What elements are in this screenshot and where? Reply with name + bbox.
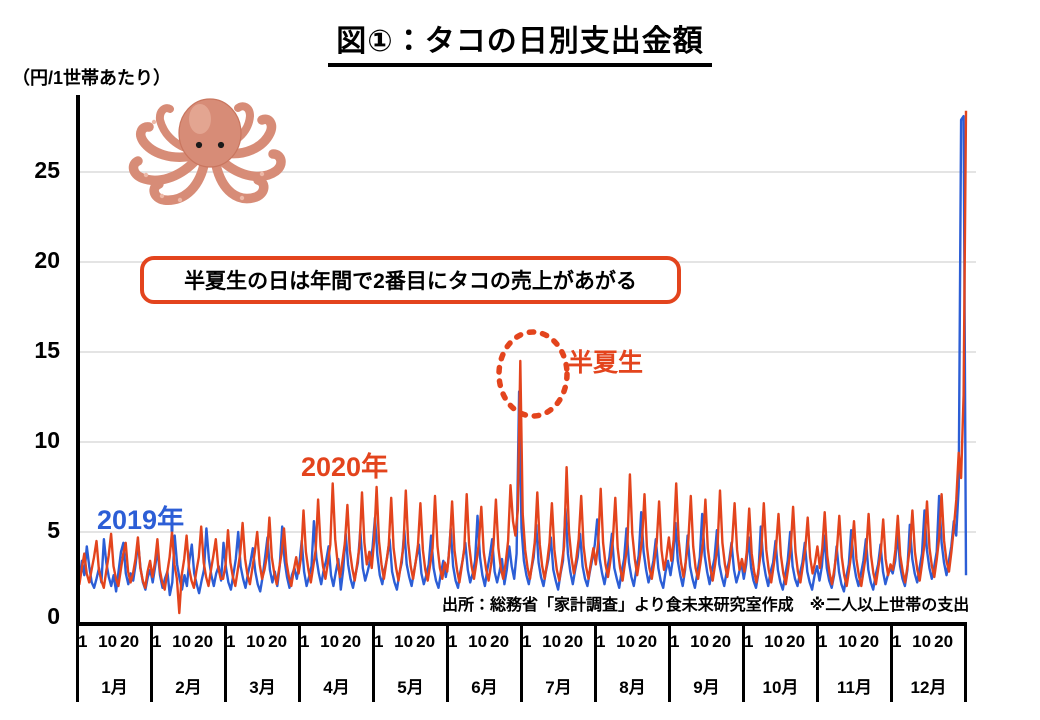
day-tick-label-1: 1 — [522, 632, 532, 651]
month-cell-8月: 1 10 20 8月 — [594, 626, 668, 702]
month-label: 6月 — [471, 678, 498, 697]
month-cell-7月: 1 10 20 7月 — [520, 626, 594, 702]
chart-title: 図①：タコの日別支出金額 — [328, 16, 712, 67]
month-label: 2月 — [175, 678, 202, 697]
month-label: 3月 — [249, 678, 276, 697]
y-tick-label-0: 0 — [47, 603, 60, 629]
day-tick-label-20: 20 — [342, 632, 362, 651]
octopus-tentacle — [220, 114, 277, 159]
x-axis-month-table: 1 10 20 1月 1 10 20 2月 1 10 20 3月 1 10 20 4月 1 10 20 5月 1 10 20… — [76, 622, 967, 702]
plot-area — [76, 110, 976, 615]
day-tick-label-1: 1 — [300, 632, 310, 651]
y-tick-label-25: 25 — [34, 157, 60, 183]
day-tick-label-1: 1 — [152, 632, 162, 651]
month-cell-9月: 1 10 20 9月 — [668, 626, 742, 702]
day-tick-label-1: 1 — [892, 632, 902, 651]
month-cell-1月: 1 10 20 1月 — [76, 626, 150, 702]
month-label: 12月 — [910, 678, 947, 697]
day-tick-label-1: 1 — [78, 632, 88, 651]
legend-label-2020: 2020年 — [301, 452, 389, 482]
day-tick-label-10: 10 — [690, 632, 710, 651]
octopus-illustration-icon — [128, 98, 286, 205]
day-tick-label-1: 1 — [596, 632, 606, 651]
callout-box: 半夏生の日は年間で2番目にタコの売上があがる — [140, 256, 681, 304]
callout-text: 半夏生の日は年間で2番目にタコの売上があがる — [184, 270, 637, 293]
month-label: 10月 — [762, 678, 799, 697]
legend-label-2019: 2019年 — [97, 505, 185, 535]
day-tick-label-10: 10 — [98, 632, 118, 651]
day-tick-label-1: 1 — [448, 632, 458, 651]
month-cell-12月: 1 10 20 12月 — [890, 626, 967, 702]
day-tick-label-20: 20 — [490, 632, 510, 651]
day-tick-label-20: 20 — [638, 632, 658, 651]
day-tick-label-20: 20 — [268, 632, 288, 651]
month-cell-10月: 1 10 20 10月 — [742, 626, 816, 702]
day-tick-label-20: 20 — [712, 632, 732, 651]
day-tick-label-10: 10 — [320, 632, 340, 651]
y-tick-label-15: 15 — [34, 337, 60, 363]
day-tick-label-20: 20 — [934, 632, 954, 651]
day-tick-label-1: 1 — [226, 632, 236, 651]
day-tick-label-20: 20 — [120, 632, 140, 651]
month-label: 8月 — [619, 678, 646, 697]
day-tick-label-1: 1 — [818, 632, 828, 651]
month-label: 9月 — [693, 678, 720, 697]
day-tick-label-10: 10 — [468, 632, 488, 651]
month-label: 1月 — [101, 678, 128, 697]
day-tick-label-10: 10 — [912, 632, 932, 651]
series-line-2020年 — [76, 110, 968, 615]
octopus-tentacle — [128, 156, 199, 186]
y-tick-label-10: 10 — [34, 427, 60, 453]
month-label: 7月 — [545, 678, 572, 697]
y-axis-unit-label: （円/1世帯あたり） — [12, 68, 172, 88]
octopus-tentacle — [149, 160, 209, 205]
day-tick-label-10: 10 — [542, 632, 562, 651]
day-tick-label-20: 20 — [860, 632, 880, 651]
month-cell-2月: 1 10 20 2月 — [150, 626, 224, 702]
day-tick-label-20: 20 — [416, 632, 436, 651]
source-note: 出所：総務省「家計調査」より食未来研究室作成 ※二人以上世帯の支出 — [442, 597, 970, 614]
day-tick-label-10: 10 — [616, 632, 636, 651]
y-tick-label-5: 5 — [47, 517, 60, 543]
month-cell-3月: 1 10 20 3月 — [224, 626, 298, 702]
y-tick-label-20: 20 — [34, 247, 60, 273]
month-label: 4月 — [323, 678, 350, 697]
month-cell-6月: 1 10 20 6月 — [446, 626, 520, 702]
octopus-tentacle — [136, 122, 197, 162]
day-tick-label-1: 1 — [670, 632, 680, 651]
day-tick-label-10: 10 — [172, 632, 192, 651]
hangesho-annotation-label: 半夏生 — [568, 349, 644, 377]
month-label: 11月 — [837, 678, 872, 697]
title-row: 図①：タコの日別支出金額 — [0, 16, 1040, 67]
octopus-tentacle — [211, 160, 269, 204]
octopus-tentacle — [217, 149, 286, 182]
day-tick-label-20: 20 — [194, 632, 214, 651]
day-tick-label-20: 20 — [564, 632, 584, 651]
month-cell-5月: 1 10 20 5月 — [372, 626, 446, 702]
month-cell-4月: 1 10 20 4月 — [298, 626, 372, 702]
y-axis-line — [76, 95, 80, 626]
day-tick-label-10: 10 — [838, 632, 858, 651]
day-tick-label-10: 10 — [764, 632, 784, 651]
day-tick-label-10: 10 — [246, 632, 266, 651]
octopus-head — [178, 98, 242, 168]
day-tick-label-1: 1 — [744, 632, 754, 651]
day-tick-label-1: 1 — [374, 632, 384, 651]
hangesho-circle-annotation — [496, 329, 570, 419]
day-tick-label-10: 10 — [394, 632, 414, 651]
month-cell-11月: 1 10 20 11月 — [816, 626, 890, 702]
day-tick-label-20: 20 — [786, 632, 806, 651]
month-label: 5月 — [397, 678, 424, 697]
